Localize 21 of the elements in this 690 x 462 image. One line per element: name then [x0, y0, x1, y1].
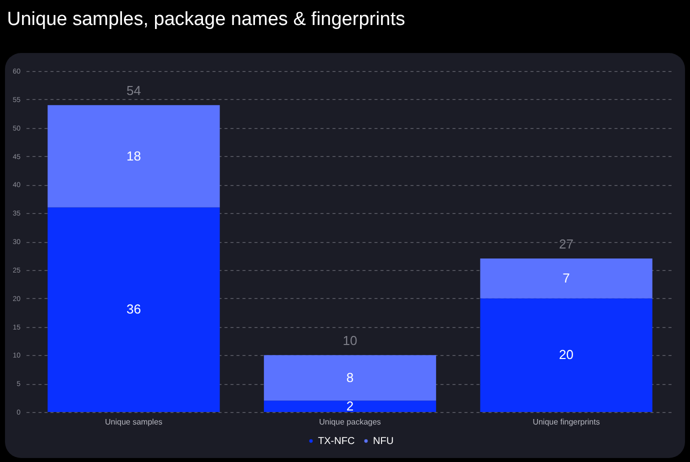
- bar: [264, 355, 436, 401]
- data-label: 2: [346, 398, 354, 414]
- bar: [48, 207, 220, 412]
- total-label: 10: [342, 333, 358, 348]
- data-label: 7: [562, 270, 570, 286]
- total-label: 27: [559, 236, 574, 252]
- bar: [264, 400, 436, 412]
- x-tick-label: Unique samples: [105, 418, 162, 426]
- bar: [48, 105, 220, 208]
- x-tick-label: Unique packages: [319, 418, 381, 426]
- legend-label: NFU: [373, 436, 394, 447]
- data-label: 8: [346, 370, 354, 385]
- chart-title: Unique samples, package names & fingerprints: [7, 9, 406, 30]
- legend-label: TX-NFC: [318, 436, 355, 447]
- bar: [480, 298, 652, 412]
- data-label: 20: [559, 347, 574, 362]
- total-label: 54: [126, 83, 141, 98]
- data-label: 36: [126, 302, 141, 317]
- bar: [480, 258, 652, 298]
- data-label: 18: [126, 148, 141, 164]
- x-tick-label: Unique fingerprints: [532, 418, 600, 426]
